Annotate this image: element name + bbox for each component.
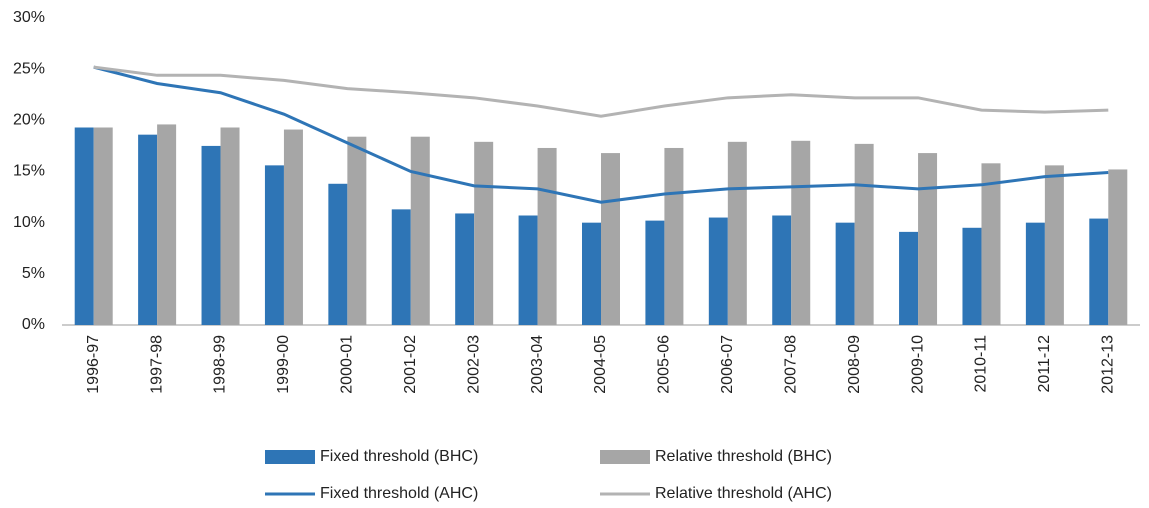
bar [138,134,158,325]
bar [347,136,367,325]
y-tick-label: 25% [13,60,45,77]
bar [772,215,792,325]
y-tick-label: 10% [13,214,45,231]
x-tick-label: 2012-13 [1100,335,1117,394]
legend-swatch [600,450,650,464]
x-tick-label: 2009-10 [909,335,926,394]
bar [582,222,601,325]
bar [283,129,303,325]
x-tick-label: 2002-03 [465,335,482,394]
line [93,65,1109,204]
bar [645,220,665,325]
bar [93,127,113,325]
bar [157,124,177,325]
x-tick-label: 1997-98 [148,335,165,394]
bar [1025,222,1045,325]
bar [220,127,240,325]
x-tick-label: 1996-97 [85,335,102,394]
x-tick-label: 2004-05 [592,335,609,394]
y-tick-label: 20% [13,112,45,129]
bar [708,217,728,325]
legend-label: Relative threshold (BHC) [655,448,832,465]
legend-label: Relative threshold (AHC) [655,485,832,502]
bar [455,213,475,325]
bar [664,147,684,325]
y-tick-label: 15% [13,163,45,180]
bar [201,145,221,325]
bar [1089,218,1109,325]
bar [918,153,938,325]
bar [518,215,538,325]
x-tick-label: 1998-99 [212,335,229,394]
x-tick-label: 2001-02 [402,335,419,394]
y-tick-label: 0% [22,316,45,333]
x-tick-label: 2011-12 [1036,335,1053,393]
line [93,65,1109,118]
bar [791,140,811,325]
bar [601,153,620,325]
bar [854,143,874,325]
bar [74,127,94,325]
bar [1108,169,1128,325]
bar [537,147,557,325]
x-tick-label: 2008-09 [846,335,863,394]
y-tick-label: 30% [13,9,45,26]
legend-label: Fixed threshold (AHC) [320,485,478,502]
bar [410,136,430,325]
y-tick-label: 5% [22,265,45,282]
x-tick-label: 2005-06 [656,335,673,394]
x-tick-label: 2006-07 [719,335,736,394]
x-tick-label: 2000-01 [339,335,356,394]
bar [391,209,411,325]
bar [264,165,284,325]
bar [1044,165,1064,325]
bar [835,222,855,325]
bar [328,183,348,325]
x-tick-label: 2010-11 [973,335,990,393]
x-tick-label: 1999-00 [275,335,292,394]
x-tick-label: 2003-04 [529,335,546,394]
x-tick-label: 2007-08 [782,335,799,394]
bar [474,141,494,325]
bar [727,141,747,325]
legend-label: Fixed threshold (BHC) [320,448,478,465]
bar [962,227,982,325]
bar [899,231,919,325]
legend-swatch [265,450,315,464]
bar [981,163,1001,325]
